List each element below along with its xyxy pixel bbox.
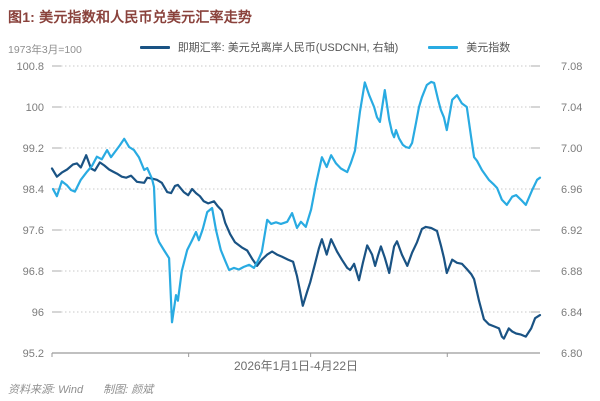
x-axis-label: 2026年1月1日-4月22日 <box>233 359 359 373</box>
source-note: 资料来源: Wind <box>8 384 84 396</box>
svg-text:96.8: 96.8 <box>23 266 44 278</box>
svg-text:96: 96 <box>32 307 44 319</box>
legend-label-usdcnh: 即期汇率: 美元兑离岸人民币(USDCNH, 右轴) <box>177 42 399 54</box>
svg-text:6.80: 6.80 <box>561 348 582 360</box>
svg-text:7.00: 7.00 <box>561 143 582 155</box>
footer: 资料来源: Wind 制图: 颜斌 <box>8 381 153 397</box>
legend-item-usdcnh: 即期汇率: 美元兑离岸人民币(USDCNH, 右轴) <box>139 39 399 55</box>
svg-text:6.88: 6.88 <box>561 266 582 278</box>
svg-text:95.2: 95.2 <box>23 348 44 360</box>
svg-text:100.8: 100.8 <box>16 61 44 73</box>
svg-text:100: 100 <box>26 102 44 114</box>
svg-text:7.08: 7.08 <box>561 61 582 73</box>
svg-text:99.2: 99.2 <box>23 143 44 155</box>
svg-text:6.96: 6.96 <box>561 184 582 196</box>
credit-note: 制图: 颜斌 <box>103 384 154 396</box>
legend-item-dollar-index: 美元指数 <box>428 39 510 55</box>
svg-text:6.92: 6.92 <box>561 225 582 237</box>
legend-line-dollar-index-icon <box>428 45 459 49</box>
svg-text:7.04: 7.04 <box>561 102 582 114</box>
legend: 即期汇率: 美元兑离岸人民币(USDCNH, 右轴) 美元指数 <box>60 39 590 55</box>
svg-text:6.84: 6.84 <box>561 307 582 319</box>
axis-unit-note: 1973年3月=100 <box>8 44 82 56</box>
legend-label-dollar-index: 美元指数 <box>466 42 511 54</box>
svg-text:98.4: 98.4 <box>23 184 44 196</box>
svg-text:97.6: 97.6 <box>23 225 44 237</box>
legend-line-usdcnh-icon <box>139 45 170 49</box>
page-title: 图1: 美元指数和人民币兑美元汇率走势 <box>8 9 253 25</box>
